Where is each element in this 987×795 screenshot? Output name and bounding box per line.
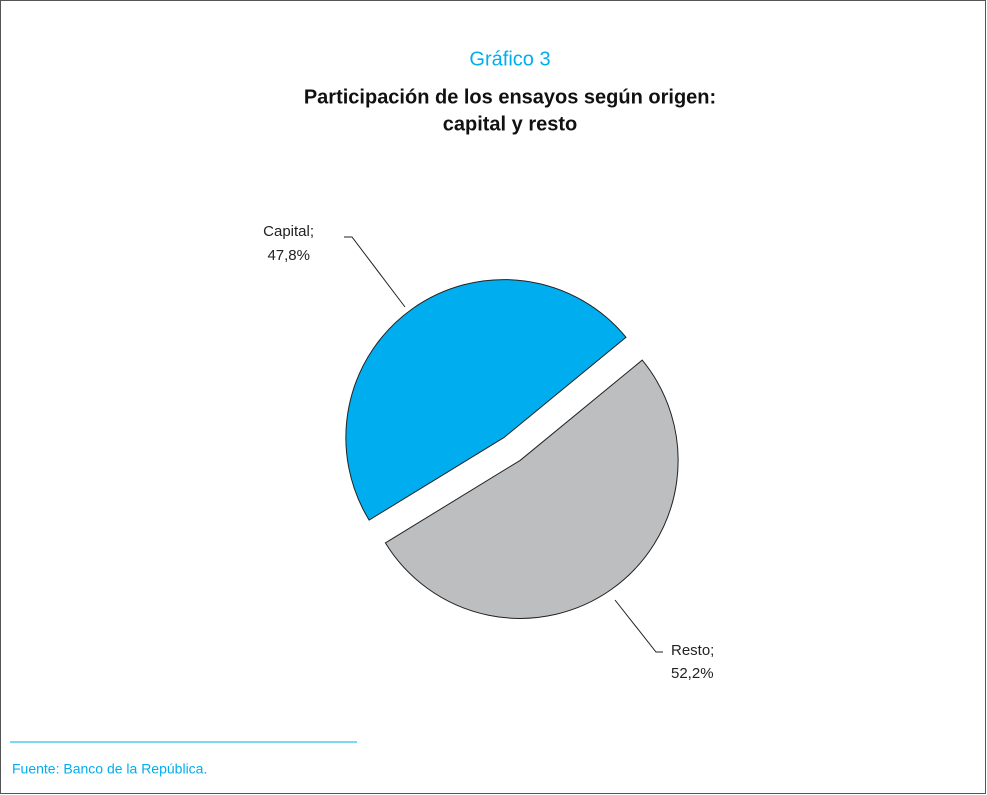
leader-line — [614, 599, 663, 653]
pie-slice — [345, 279, 627, 521]
chart-subtitle: Participación de los ensayos según orige… — [304, 86, 716, 108]
leader-line — [344, 236, 406, 308]
source-note: Fuente: Banco de la República. — [12, 761, 207, 777]
data-label: 52,2% — [671, 665, 714, 682]
slice-label: Capital; — [263, 223, 314, 240]
data-label: 47,8% — [267, 247, 310, 264]
pie-slice — [384, 359, 679, 619]
chart-subtitle: capital y resto — [443, 113, 578, 135]
slice-label: Resto; — [671, 642, 714, 659]
chart-title: Gráfico 3 — [469, 48, 550, 70]
